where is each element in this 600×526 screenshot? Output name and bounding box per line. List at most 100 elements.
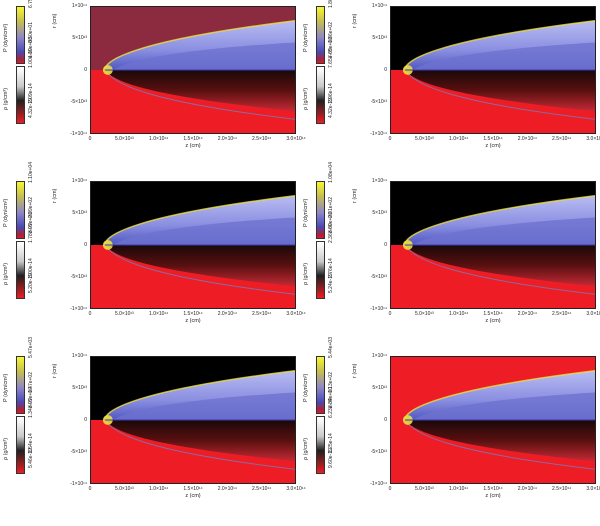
x-axis-tick: 3.0×10¹⁴: [286, 136, 306, 142]
pressure-colorbar-tick: 5.44e+03: [328, 337, 334, 358]
y-axis-tick: -5×10¹³: [370, 449, 387, 455]
x-axis-tick: 0: [88, 311, 92, 317]
upper-inner-shell: [112, 217, 295, 245]
x-axis-tick: 2.5×10¹⁴: [552, 136, 572, 142]
x-axis-tick: 2.0×10¹⁴: [517, 486, 537, 492]
pressure-colorbar-label: P (dyn/cm²): [3, 23, 9, 52]
x-axis-tick: 5.0×10¹³: [114, 136, 134, 142]
panel-middle-left: P (dyn/cm²) ρ (g/cm³) 1.10e+04 2.09e+02 3.97…: [0, 162, 306, 350]
panel-top-left: P (dyn/cm²)ρ (g/cm³)6.75e+038.50e+011.10…: [0, 0, 306, 175]
lower-wake: [104, 70, 295, 112]
lower-wake: [404, 245, 595, 287]
density-colorbar-tick: 9.60e-19: [328, 448, 334, 468]
x-axis-tick: 1.5×10¹⁴: [483, 311, 503, 317]
lower-shock-boundary: [104, 419, 295, 470]
upper-inner-shell: [112, 42, 295, 70]
simulation-plot: [390, 181, 596, 309]
y-axis-tick: 1×10¹⁴: [371, 3, 387, 9]
x-axis-tick: 1.5×10¹⁴: [183, 136, 203, 142]
density-colorbar: [16, 241, 25, 299]
x-axis-tick: 5.0×10¹³: [414, 136, 434, 142]
y-axis-tick: -1×10¹⁴: [370, 481, 387, 487]
y-axis-tick: -5×10¹³: [370, 274, 387, 280]
y-axis-tick: 1×10¹⁴: [71, 353, 87, 359]
density-colorbar: [316, 241, 325, 299]
y-axis-tick: 1×10¹⁴: [71, 178, 87, 184]
x-axis-tick: 1.0×10¹⁴: [149, 136, 169, 142]
pressure-colorbar-label: P (dyn/cm²): [303, 373, 309, 402]
x-axis-tick: 0: [88, 486, 92, 492]
x-axis-label: z (cm): [485, 318, 501, 324]
panel-middle-right: P (dyn/cm²) ρ (g/cm³) 1.08e+04 2.01e+02 3.60…: [300, 162, 600, 350]
pressure-colorbar-label: P (dyn/cm²): [3, 373, 9, 402]
x-axis-tick: 1.0×10¹⁴: [449, 136, 469, 142]
lower-wake: [104, 245, 295, 287]
y-axis-tick: -1×10¹⁴: [370, 131, 387, 137]
x-axis-tick: 5.0×10¹³: [414, 486, 434, 492]
density-colorbar-tick: 5.46e-19: [28, 448, 34, 468]
y-axis-tick: 0: [384, 242, 387, 248]
y-axis-tick: -1×10¹⁴: [70, 481, 87, 487]
x-axis-tick: 3.0×10¹⁴: [586, 311, 600, 317]
panel-top-right: P (dyn/cm²)ρ (g/cm³)1.86e+041.86e+027.65…: [300, 0, 600, 175]
density-colorbar-label: ρ (g/cm³): [3, 437, 9, 460]
pressure-colorbar: [16, 356, 25, 414]
simulation-image: [91, 7, 295, 133]
x-axis-tick: 2.0×10¹⁴: [217, 486, 237, 492]
x-axis-tick: 1.0×10¹⁴: [149, 311, 169, 317]
x-axis-tick: 0: [388, 136, 392, 142]
pressure-colorbar-label: P (dyn/cm²): [3, 198, 9, 227]
lower-shock-boundary: [404, 244, 595, 295]
x-axis-tick: 2.5×10¹⁴: [252, 311, 272, 317]
simulation-plot: [390, 6, 596, 134]
y-axis-label: r (cm): [52, 363, 58, 378]
y-axis-tick: -5×10¹³: [70, 449, 87, 455]
y-axis-label: r (cm): [352, 188, 358, 203]
density-colorbar-tick: 1.34e-09: [28, 398, 34, 418]
x-axis-label: z (cm): [185, 493, 201, 499]
lower-wake: [404, 420, 595, 462]
simulation-plot: [390, 356, 596, 484]
pressure-colorbar: [316, 181, 325, 239]
pressure-colorbar-tick: 1.10e+04: [28, 162, 34, 183]
lower-wake: [104, 420, 295, 462]
y-axis-tick: 5×10¹³: [72, 210, 87, 216]
y-axis-tick: 5×10¹³: [372, 210, 387, 216]
simulation-plot: [90, 6, 296, 134]
x-axis-tick: 2.5×10¹⁴: [552, 311, 572, 317]
x-axis-label: z (cm): [485, 143, 501, 149]
y-axis-tick: 5×10¹³: [72, 385, 87, 391]
y-axis-label: r (cm): [352, 13, 358, 28]
y-axis-label: r (cm): [52, 188, 58, 203]
upper-inner-shell: [412, 217, 595, 245]
pressure-colorbar: [16, 6, 25, 64]
x-axis-tick: 0: [88, 136, 92, 142]
y-axis-label: r (cm): [352, 363, 358, 378]
density-colorbar: [316, 66, 325, 124]
density-colorbar-label: ρ (g/cm³): [303, 437, 309, 460]
pressure-colorbar-label: P (dyn/cm²): [303, 23, 309, 52]
x-axis-tick: 3.0×10¹⁴: [586, 136, 600, 142]
density-colorbar-label: ρ (g/cm³): [3, 87, 9, 110]
simulation-image: [91, 182, 295, 308]
y-axis-tick: 0: [384, 417, 387, 423]
y-axis-tick: 0: [84, 242, 87, 248]
y-axis-label: r (cm): [52, 13, 58, 28]
y-axis-tick: 1×10¹⁴: [371, 178, 387, 184]
x-axis-tick: 5.0×10¹³: [414, 311, 434, 317]
y-axis-tick: -5×10¹³: [70, 99, 87, 105]
x-axis-tick: 1.0×10¹⁴: [449, 311, 469, 317]
simulation-image: [391, 182, 595, 308]
pressure-colorbar-tick: 1.86e+04: [328, 0, 334, 8]
panel-bottom-right: P (dyn/cm²) ρ (g/cm³) 5.44e+03 1.13e+02 2.34…: [300, 337, 600, 525]
y-axis-tick: 5×10¹³: [372, 35, 387, 41]
y-axis-tick: 1×10¹⁴: [371, 353, 387, 359]
x-axis-tick: 1.0×10¹⁴: [449, 486, 469, 492]
y-axis-tick: -1×10¹⁴: [70, 131, 87, 137]
density-colorbar: [316, 416, 325, 474]
upper-inner-shell: [412, 42, 595, 70]
x-axis-tick: 2.5×10¹⁴: [252, 486, 272, 492]
simulation-plot: [90, 181, 296, 309]
x-axis-tick: 1.0×10¹⁴: [149, 486, 169, 492]
upper-inner-shell: [412, 392, 595, 420]
